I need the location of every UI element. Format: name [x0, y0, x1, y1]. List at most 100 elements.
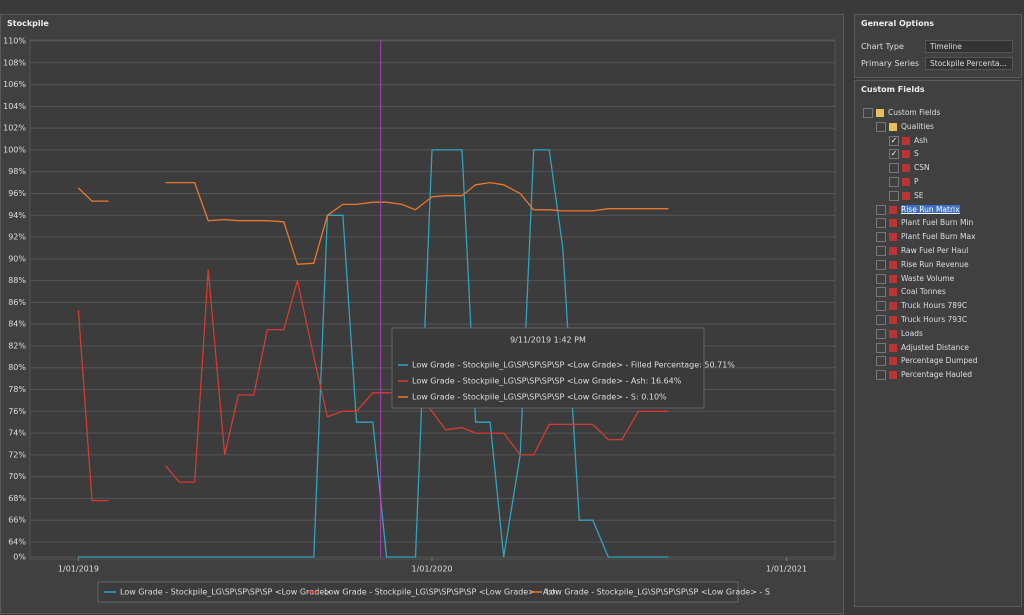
- icon: [889, 329, 897, 338]
- icon: [889, 205, 897, 214]
- y-tick-label: 108%: [3, 58, 26, 67]
- dropdown[interactable]: Stockpile Percenta...: [925, 57, 1013, 70]
- custom-fields-panel: Custom Fields Custom Fields Qualities ✓ Ash…: [854, 80, 1022, 607]
- tree-label: CSN: [914, 163, 930, 173]
- y-tick-label: 86%: [8, 298, 26, 307]
- tree: Custom Fields Qualities ✓ Ash ✓ S CSN P SE Rise R…: [863, 106, 1018, 382]
- checkbox[interactable]: [876, 121, 886, 132]
- x-tick-label: 1/01/2019: [58, 565, 99, 574]
- tree-item[interactable]: Loads: [863, 327, 1018, 341]
- checkbox[interactable]: [876, 218, 886, 229]
- y-tick-label: 78%: [8, 385, 26, 394]
- tree-label: Waste Volume: [901, 273, 955, 283]
- checkbox[interactable]: [876, 328, 886, 339]
- y-tick-label: 82%: [8, 341, 26, 350]
- icon: [889, 260, 897, 269]
- checkbox[interactable]: [889, 176, 899, 187]
- icon: [889, 233, 897, 242]
- y-tick-label: 66%: [8, 516, 26, 525]
- tree-label: Percentage Hauled: [901, 370, 973, 380]
- tree-item[interactable]: Waste Volume: [863, 272, 1018, 286]
- tooltip-title: 9/11/2019 1:42 PM: [510, 336, 586, 345]
- checkbox[interactable]: [876, 287, 886, 298]
- y-tick-label: 104%: [3, 102, 26, 111]
- checkbox[interactable]: [863, 108, 873, 118]
- tree-label: Custom Fields: [888, 108, 941, 117]
- icon: [876, 109, 884, 117]
- y-tick-label: 74%: [8, 429, 26, 438]
- tooltip-line: Low Grade - Stockpile_LG\SP\SP\SP\SP <Lo…: [412, 393, 667, 402]
- checkbox[interactable]: [889, 163, 899, 174]
- tree-item[interactable]: Custom Fields: [863, 106, 1018, 120]
- x-tick-label: 1/01/2020: [412, 565, 453, 574]
- y-tick-label: 0%: [13, 553, 26, 562]
- field-label: Primary Series: [861, 59, 920, 68]
- checkbox[interactable]: [876, 259, 886, 270]
- icon: [902, 136, 910, 145]
- icon: [889, 302, 897, 311]
- checkbox[interactable]: [876, 273, 886, 284]
- checkbox[interactable]: [889, 190, 899, 201]
- tree-label: P: [914, 176, 919, 186]
- y-tick-label: 88%: [8, 276, 26, 285]
- tree-item[interactable]: Coal Tonnes: [863, 285, 1018, 299]
- legend-label: Low Grade - Stockpile_LG\SP\SP\SP\SP <Lo…: [120, 588, 331, 597]
- tree-item[interactable]: Adjusted Distance: [863, 341, 1018, 355]
- tree-label: Plant Fuel Burn Max: [901, 232, 976, 242]
- checkbox[interactable]: [876, 245, 886, 256]
- y-tick-label: 100%: [3, 145, 26, 154]
- y-tick-label: 92%: [8, 233, 26, 242]
- checkbox[interactable]: [876, 370, 886, 381]
- y-tick-label: 70%: [8, 472, 26, 481]
- y-tick-label: 90%: [8, 254, 26, 263]
- y-tick-label: 94%: [8, 211, 26, 220]
- tree-label: Ash: [914, 135, 928, 145]
- y-tick-label: 96%: [8, 189, 26, 198]
- tree-label: Coal Tonnes: [901, 287, 946, 297]
- legend-label: Low Grade - Stockpile_LG\SP\SP\SP\SP <Lo…: [546, 588, 770, 597]
- y-tick-label: 64%: [8, 538, 26, 547]
- icon: [889, 122, 897, 131]
- field-label: Chart Type: [861, 42, 904, 51]
- tree-label: Truck Hours 793C: [901, 314, 968, 324]
- tree-item[interactable]: Rise Run Revenue: [863, 258, 1018, 272]
- checkbox[interactable]: ✓: [889, 149, 899, 160]
- tree-label: Raw Fuel Per Haul: [901, 245, 969, 255]
- checkbox[interactable]: [876, 232, 886, 243]
- legend-box: [97, 581, 739, 603]
- icon: [889, 343, 897, 352]
- tree-item[interactable]: Percentage Hauled: [863, 368, 1018, 382]
- tree-item[interactable]: SE: [863, 189, 1018, 203]
- checkbox[interactable]: [876, 314, 886, 325]
- tree-label: Percentage Dumped: [901, 356, 978, 366]
- dropdown[interactable]: Timeline: [925, 40, 1013, 53]
- checkbox[interactable]: [876, 356, 886, 367]
- checkbox[interactable]: [876, 204, 886, 215]
- icon: [889, 315, 897, 324]
- tree-item[interactable]: Truck Hours 789C: [863, 299, 1018, 313]
- tree-item[interactable]: Raw Fuel Per Haul: [863, 244, 1018, 258]
- icon: [902, 150, 910, 159]
- tree-item[interactable]: Qualities: [863, 120, 1018, 134]
- tree-label: SE: [914, 190, 924, 200]
- y-tick-label: 84%: [8, 320, 26, 329]
- tree-item[interactable]: ✓ S: [863, 147, 1018, 161]
- icon: [889, 371, 897, 380]
- checkbox[interactable]: [876, 301, 886, 312]
- tree-item[interactable]: Plant Fuel Burn Min: [863, 216, 1018, 230]
- tree-item[interactable]: Plant Fuel Burn Max: [863, 230, 1018, 244]
- y-tick-label: 106%: [3, 80, 26, 89]
- tree-item[interactable]: CSN: [863, 161, 1018, 175]
- tree-item[interactable]: P: [863, 175, 1018, 189]
- icon: [902, 191, 910, 200]
- tree-item[interactable]: Rise Run Matrix: [863, 203, 1018, 217]
- checkbox[interactable]: [876, 342, 886, 353]
- tree-item[interactable]: Percentage Dumped: [863, 354, 1018, 368]
- icon: [889, 288, 897, 297]
- tree-item[interactable]: Truck Hours 793C: [863, 313, 1018, 327]
- icon: [889, 357, 897, 366]
- icon: [902, 164, 910, 173]
- tree-item[interactable]: ✓ Ash: [863, 134, 1018, 148]
- checkbox[interactable]: ✓: [889, 135, 899, 146]
